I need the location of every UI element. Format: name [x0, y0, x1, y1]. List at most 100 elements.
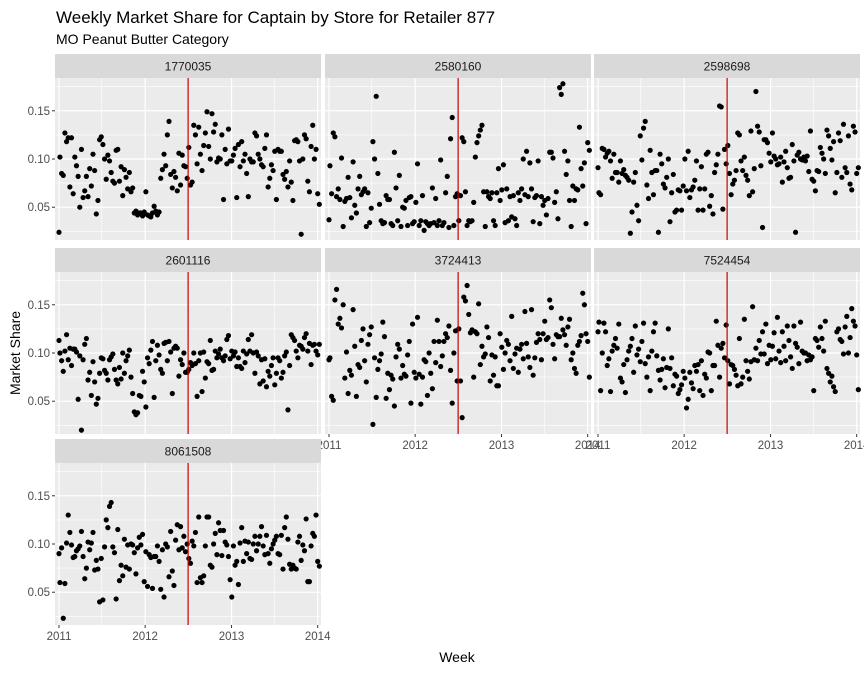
data-point [826, 133, 832, 139]
data-point [517, 197, 523, 204]
data-point [311, 341, 317, 347]
data-point [77, 353, 83, 359]
data-point [715, 151, 721, 157]
data-point [95, 197, 101, 204]
data-point [342, 375, 348, 381]
data-point [100, 141, 106, 148]
data-point [144, 583, 151, 590]
data-point [528, 307, 535, 313]
data-point [267, 560, 273, 566]
data-point [370, 421, 376, 427]
data-point [85, 194, 91, 200]
y-tick-label: 0.10 [28, 539, 50, 551]
data-point [141, 379, 147, 385]
data-point [90, 359, 96, 365]
data-point [163, 163, 169, 169]
data-point [700, 207, 706, 213]
data-point [131, 550, 137, 556]
x-tick-label: 2014 [844, 440, 864, 452]
data-point [687, 194, 693, 201]
data-point [791, 323, 797, 329]
data-point [768, 159, 774, 165]
data-point [194, 393, 200, 399]
data-point [438, 363, 444, 370]
data-point [348, 215, 355, 221]
data-point [293, 566, 299, 572]
data-point [192, 529, 199, 536]
data-point [121, 370, 127, 376]
data-point [545, 334, 551, 341]
data-point [330, 397, 336, 403]
data-point [642, 361, 648, 367]
data-point [130, 542, 136, 548]
data-point [520, 156, 526, 162]
data-point [712, 169, 718, 176]
data-point [375, 366, 381, 372]
data-point [839, 174, 845, 180]
data-point [365, 190, 371, 196]
data-point [237, 164, 243, 170]
data-point [459, 415, 465, 421]
data-point [249, 332, 255, 338]
data-point [602, 329, 609, 335]
data-point [678, 382, 685, 388]
data-point [510, 193, 516, 199]
data-point [804, 153, 810, 159]
data-point [781, 159, 787, 165]
data-point [82, 576, 88, 582]
data-point [624, 357, 630, 363]
data-point [357, 364, 363, 371]
data-point [428, 370, 434, 376]
data-point [75, 173, 81, 179]
data-point [819, 335, 825, 342]
data-point [708, 193, 714, 199]
facet-strip [55, 439, 321, 463]
data-point [204, 109, 210, 115]
data-point [139, 368, 146, 374]
data-point [305, 178, 311, 184]
data-point [169, 185, 175, 191]
data-point [844, 313, 850, 319]
data-point [368, 205, 374, 211]
data-point [116, 178, 123, 184]
data-point [78, 427, 85, 433]
data-point [164, 544, 170, 550]
data-point [716, 374, 723, 380]
data-point [335, 186, 341, 192]
data-point [363, 379, 369, 385]
data-point [80, 357, 86, 363]
data-point [636, 218, 642, 224]
data-point [492, 354, 498, 360]
data-point [753, 345, 759, 351]
data-point [811, 178, 817, 184]
data-point [781, 343, 787, 349]
data-point [65, 512, 71, 518]
data-point [713, 162, 719, 168]
data-point [340, 223, 346, 230]
data-point [557, 334, 563, 340]
data-point [576, 124, 583, 130]
data-point [278, 532, 284, 538]
data-point [268, 162, 275, 168]
data-point [484, 189, 490, 195]
data-point [263, 532, 270, 538]
data-point [680, 368, 686, 374]
data-point [682, 156, 688, 162]
data-point [707, 350, 713, 356]
data-point [665, 326, 671, 332]
data-point [419, 374, 426, 380]
x-tick-label: 2014 [305, 631, 331, 643]
data-point [789, 365, 795, 372]
data-point [90, 529, 96, 536]
data-point [515, 369, 521, 375]
data-point [315, 352, 321, 358]
data-point [267, 175, 273, 181]
data-point [194, 161, 200, 167]
data-point [783, 358, 789, 364]
data-point [237, 540, 243, 546]
data-point [725, 142, 731, 149]
data-point [242, 151, 248, 157]
data-point [595, 165, 601, 171]
facet-strip-label: 2601116 [166, 254, 211, 268]
data-point [187, 560, 194, 566]
